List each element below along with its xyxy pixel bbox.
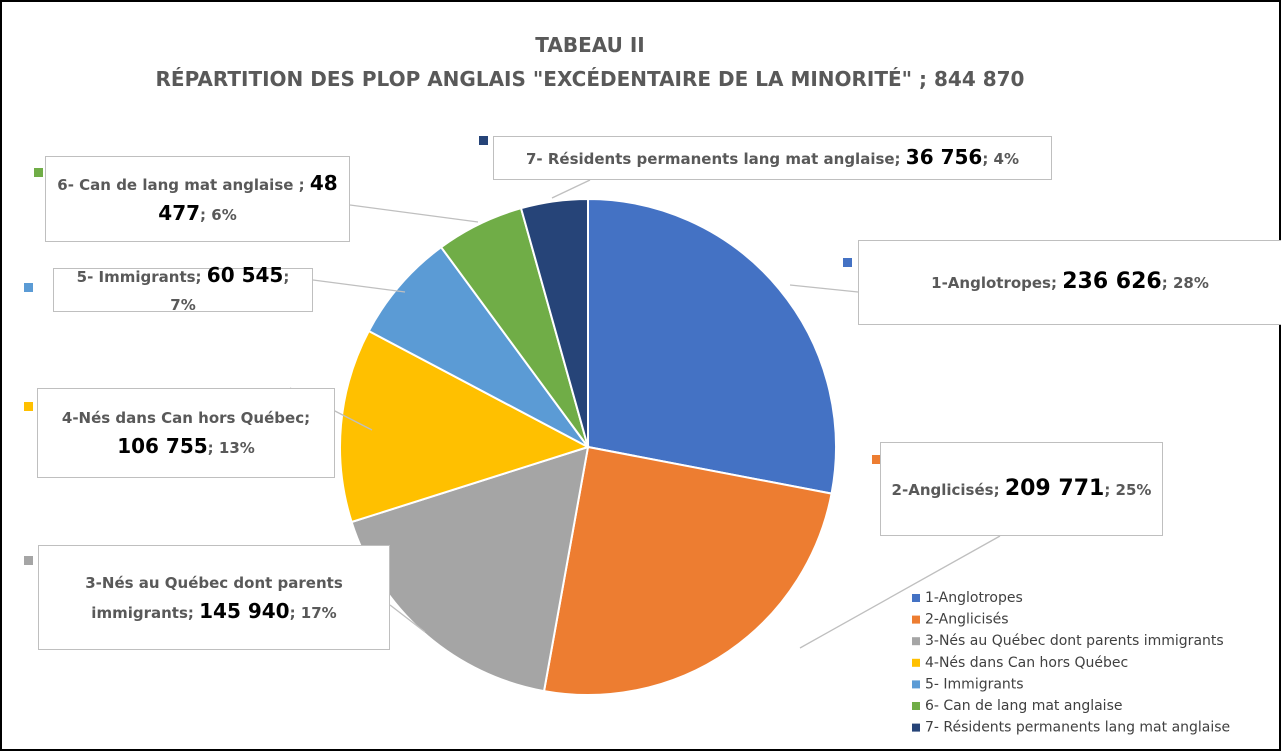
pie-slice: [542, 445, 833, 696]
percent-label: ; 7%: [170, 268, 290, 314]
label-name: 5- Immigrants;: [76, 268, 207, 286]
label-marker: [479, 136, 488, 145]
legend-swatch: [912, 637, 920, 646]
legend-swatch: [912, 680, 920, 689]
value-label: 60 545: [206, 263, 284, 287]
data-label: 6- Can de lang mat anglaise ; 48 477; 6%: [45, 156, 350, 242]
label-marker: [24, 402, 33, 411]
percent-label: ; 17%: [289, 603, 337, 622]
label-name: 6- Can de lang mat anglaise ;: [57, 176, 310, 194]
percent-label: ; 4%: [982, 150, 1020, 168]
legend-label: 6- Can de lang mat anglaise: [925, 698, 1122, 714]
leader-line: [799, 535, 1001, 649]
legend-swatch: [912, 702, 920, 710]
legend-swatch: [912, 723, 920, 732]
label-marker: [872, 455, 881, 464]
percent-label: ; 28%: [1161, 274, 1209, 292]
value-label: 209 771: [1004, 475, 1105, 501]
percent-label: ; 25%: [1104, 480, 1152, 499]
legend-label: 1-Anglotropes: [925, 590, 1023, 606]
label-marker: [24, 283, 33, 292]
legend-swatch: [912, 615, 920, 624]
data-label-text: 3-Nés au Québec dont parents immigrants;…: [47, 569, 381, 627]
chart-subtitle: RÉPARTITION DES PLOP ANGLAIS "EXCÉDENTAI…: [156, 67, 1025, 91]
pie-slice: [367, 245, 589, 448]
legend-label: 2-Anglicisés: [925, 612, 1009, 628]
label-name: 3-Nés au Québec dont parents immigrants;: [85, 573, 343, 622]
value-label: 48 477: [158, 171, 338, 225]
leader-line: [389, 604, 426, 633]
pie-slice: [519, 197, 589, 448]
data-label: 4-Nés dans Can hors Québec; 106 755; 13%: [37, 388, 335, 478]
leader-line: [349, 204, 479, 223]
leader-line: [551, 179, 591, 199]
pie-slice: [587, 197, 837, 495]
data-label: 1-Anglotropes; 236 626; 28%: [858, 240, 1281, 325]
label-name: 4-Nés dans Can hors Québec;: [61, 409, 311, 427]
percent-label: ; 6%: [200, 206, 237, 224]
legend-swatch: [912, 658, 920, 667]
pie-slice: [339, 329, 591, 524]
value-label: 36 756: [905, 145, 983, 169]
leader-line: [312, 279, 406, 293]
value-label: 236 626: [1062, 269, 1162, 294]
chart-title: TABEAU II: [535, 33, 644, 57]
percent-label: ; 13%: [207, 439, 255, 457]
label-name: 2-Anglicisés;: [891, 480, 1005, 499]
data-label-text: 2-Anglicisés; 209 771; 25%: [892, 475, 1152, 504]
label-marker: [24, 556, 33, 565]
data-label-text: 1-Anglotropes; 236 626; 28%: [931, 268, 1209, 297]
legend-label: 3-Nés au Québec dont parents immigrants: [925, 633, 1224, 649]
legend-label: 4-Nés dans Can hors Québec: [925, 655, 1128, 671]
value-label: 145 940: [199, 598, 290, 623]
leader-line: [789, 284, 859, 293]
data-label-text: 7- Résidents permanents lang mat anglais…: [526, 143, 1019, 173]
data-label-text: 6- Can de lang mat anglaise ; 48 477; 6%: [54, 169, 341, 229]
data-label: 3-Nés au Québec dont parents immigrants;…: [38, 545, 390, 650]
data-label: 7- Résidents permanents lang mat anglais…: [493, 136, 1052, 180]
label-name: 1-Anglotropes;: [931, 274, 1063, 292]
legend-label: 7- Résidents permanents lang mat anglais…: [925, 720, 1230, 736]
legend-label: 5- Immigrants: [925, 676, 1024, 692]
data-label: 5- Immigrants; 60 545; 7%: [53, 263, 313, 314]
label-name: 7- Résidents permanents lang mat anglais…: [525, 150, 906, 168]
data-label-text: 4-Nés dans Can hors Québec; 106 755; 13%: [46, 404, 326, 462]
label-marker: [34, 168, 43, 177]
data-label-text: 5- Immigrants; 60 545; 7%: [62, 261, 304, 319]
label-marker: [843, 258, 852, 267]
data-label: 2-Anglicisés; 209 771; 25%: [880, 442, 1163, 536]
legend-swatch: [912, 594, 920, 602]
value-label: 106 755: [117, 434, 208, 458]
